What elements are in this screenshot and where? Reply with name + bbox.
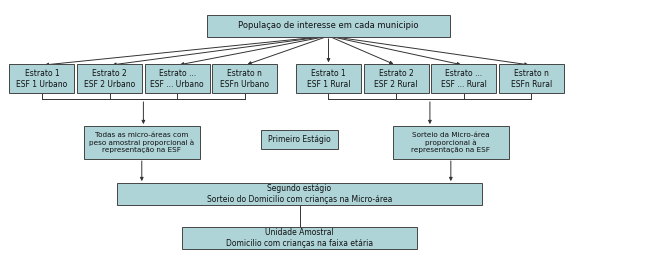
Text: Primeiro Estágio: Primeiro Estágio: [268, 135, 331, 144]
Text: Todas as micro-áreas com
peso amostral proporcional à
representação na ESF: Todas as micro-áreas com peso amostral p…: [89, 132, 194, 153]
Text: Estrato 2
ESF 2 Rural: Estrato 2 ESF 2 Rural: [374, 69, 418, 89]
Text: Estrato n
ESFn Urbano: Estrato n ESFn Urbano: [220, 69, 269, 89]
FancyBboxPatch shape: [208, 15, 449, 37]
FancyBboxPatch shape: [431, 64, 496, 93]
FancyBboxPatch shape: [83, 126, 200, 159]
Text: Estrato 1
ESF 1 Rural: Estrato 1 ESF 1 Rural: [307, 69, 350, 89]
FancyBboxPatch shape: [77, 64, 142, 93]
Text: Estrato ...
ESF ... Urbano: Estrato ... ESF ... Urbano: [150, 69, 204, 89]
Text: Segundo estágio
Sorteio do Domicilio com crianças na Micro-área: Segundo estágio Sorteio do Domicilio com…: [207, 184, 392, 204]
Text: Sorteio da Micro-área
proporcional à
representação na ESF: Sorteio da Micro-área proporcional à rep…: [411, 132, 490, 153]
Text: Estrato 2
ESF 2 Urbano: Estrato 2 ESF 2 Urbano: [84, 69, 135, 89]
FancyBboxPatch shape: [145, 64, 210, 93]
FancyBboxPatch shape: [118, 183, 482, 205]
FancyBboxPatch shape: [363, 64, 428, 93]
FancyBboxPatch shape: [9, 64, 74, 93]
Text: Estrato ...
ESF ... Rural: Estrato ... ESF ... Rural: [441, 69, 487, 89]
FancyBboxPatch shape: [393, 126, 509, 159]
Text: Estrato 1
ESF 1 Urbano: Estrato 1 ESF 1 Urbano: [16, 69, 68, 89]
Text: Unidade Amostral
Domicilio com crianças na faixa etária: Unidade Amostral Domicilio com crianças …: [226, 227, 373, 248]
Text: Populaçao de interesse em cada municipio: Populaçao de interesse em cada municipio: [238, 21, 419, 30]
FancyBboxPatch shape: [212, 64, 277, 93]
FancyBboxPatch shape: [182, 227, 417, 248]
FancyBboxPatch shape: [261, 130, 338, 149]
Text: Estrato n
ESFn Rural: Estrato n ESFn Rural: [510, 69, 552, 89]
FancyBboxPatch shape: [499, 64, 564, 93]
FancyBboxPatch shape: [296, 64, 361, 93]
